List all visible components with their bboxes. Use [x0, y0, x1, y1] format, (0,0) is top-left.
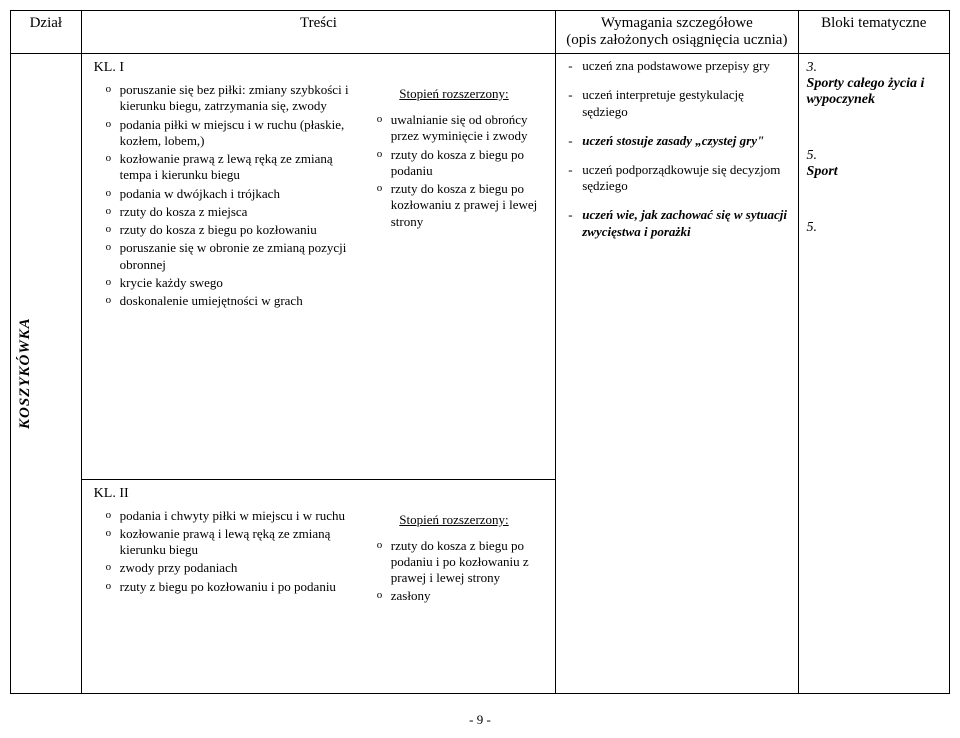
list-item: podania i chwyty piłki w miejscu i w ruc… [106, 508, 351, 524]
header-dzial: Dział [11, 11, 82, 54]
tresci-cell-kl1: KL. I poruszanie się bez piłki: zmiany s… [81, 54, 556, 480]
page-container: Dział Treści Wymagania szczegółowe (opis… [10, 10, 950, 728]
list-item: uczeń zna podstawowe przepisy gry [568, 58, 791, 75]
list-item: rzuty do kosza z biegu po kozłowaniu z p… [377, 181, 549, 230]
kl2-label: KL. II [94, 486, 550, 502]
kl1-left-list: poruszanie się bez piłki: zmiany szybkoś… [88, 82, 351, 309]
list-item: podania piłki w miejscu i w ruchu (płask… [106, 117, 351, 150]
bloki-label: Sport [807, 164, 941, 180]
table-row: KOSZYKÓWKA KL. I poruszanie się bez piłk… [11, 54, 950, 480]
list-item: doskonalenie umiejętności w grach [106, 293, 351, 309]
list-item: uczeń wie, jak zachować się w sytuacji z… [568, 207, 791, 241]
kl1-label: KL. I [94, 60, 550, 76]
list-item: poruszanie się w obronie ze zmianą pozyc… [106, 240, 351, 273]
wymag-bi: uczeń stosuje zasady „czystej gry" [582, 133, 764, 148]
list-item: uczeń interpretuje gestykulację sędziego [568, 87, 791, 121]
kl1-right-list: uwalnianie się od obrońcy przez wyminięc… [359, 112, 549, 230]
list-item: rzuty do kosza z biegu po podaniu [377, 147, 549, 180]
wymag-bi: uczeń wie, jak zachować się w sytuacji z… [582, 207, 787, 239]
kl1-ext-title: Stopień rozszerzony: [359, 86, 549, 102]
bloki-cell: 3. Sporty całego życia i wypoczynek 5. S… [798, 54, 949, 694]
bloki-num: 5. [807, 220, 941, 236]
kl2-left-list: podania i chwyty piłki w miejscu i w ruc… [88, 508, 351, 595]
list-item: kozłowanie prawą z lewą ręką ze zmianą t… [106, 151, 351, 184]
list-item: krycie każdy swego [106, 275, 351, 291]
bloki-num: 5. [807, 148, 941, 164]
dzial-label: KOSZYKÓWKA [17, 58, 34, 689]
list-item: rzuty do kosza z biegu po podaniu i po k… [377, 538, 549, 587]
bloki-item: 3. Sporty całego życia i wypoczynek [807, 60, 941, 108]
wymagania-cell: uczeń zna podstawowe przepisy gry uczeń … [556, 54, 798, 694]
dzial-cell: KOSZYKÓWKA [11, 54, 82, 694]
list-item: poruszanie się bez piłki: zmiany szybkoś… [106, 82, 351, 115]
page-number: - 9 - [10, 712, 950, 728]
bloki-item: 5. [807, 220, 941, 236]
header-bloki: Bloki tematyczne [798, 11, 949, 54]
list-item: rzuty do kosza z biegu po kozłowaniu [106, 222, 351, 238]
list-item: zwody przy podaniach [106, 560, 351, 576]
bloki-item: 5. Sport [807, 148, 941, 180]
kl2-right-list: rzuty do kosza z biegu po podaniu i po k… [359, 538, 549, 605]
list-item: rzuty do kosza z miejsca [106, 204, 351, 220]
list-item: podania w dwójkach i trójkach [106, 186, 351, 202]
header-wymagania-line2: (opis założonych osiągnięcia ucznia) [562, 32, 791, 49]
header-wymagania-line1: Wymagania szczegółowe [562, 15, 791, 32]
wymagania-list: uczeń zna podstawowe przepisy gry uczeń … [562, 58, 791, 241]
tresci-cell-kl2: KL. II podania i chwyty piłki w miejscu … [81, 479, 556, 693]
list-item: uczeń stosuje zasady „czystej gry" [568, 133, 791, 150]
header-tresci: Treści [81, 11, 556, 54]
bloki-num: 3. [807, 60, 941, 76]
list-item: uwalnianie się od obrońcy przez wyminięc… [377, 112, 549, 145]
bloki-label: Sporty całego życia i wypoczynek [807, 76, 941, 108]
list-item: zasłony [377, 588, 549, 604]
main-table: Dział Treści Wymagania szczegółowe (opis… [10, 10, 950, 694]
header-wymagania: Wymagania szczegółowe (opis założonych o… [556, 11, 798, 54]
list-item: kozłowanie prawą i lewą ręką ze zmianą k… [106, 526, 351, 559]
list-item: uczeń podporządkowuje się decyzjom sędzi… [568, 162, 791, 196]
list-item: rzuty z biegu po kozłowaniu i po podaniu [106, 579, 351, 595]
header-row: Dział Treści Wymagania szczegółowe (opis… [11, 11, 950, 54]
kl2-ext-title: Stopień rozszerzony: [359, 512, 549, 528]
